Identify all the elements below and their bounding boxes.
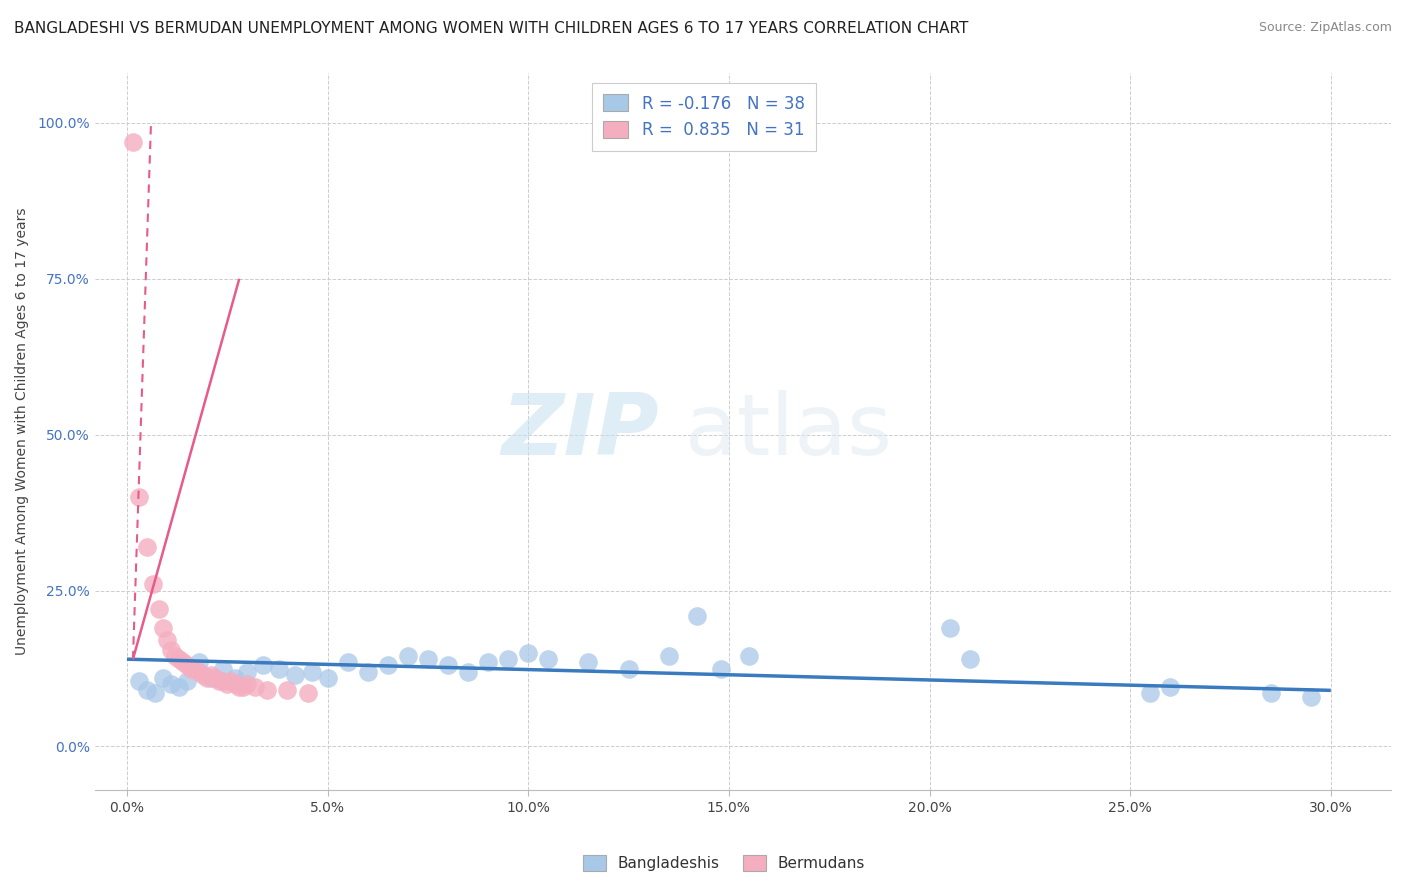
Point xyxy=(236,665,259,679)
Point xyxy=(276,683,298,698)
Point xyxy=(180,661,202,675)
Point xyxy=(232,680,254,694)
Point xyxy=(256,683,278,698)
Point xyxy=(658,648,681,663)
Point xyxy=(1159,680,1181,694)
Point xyxy=(228,680,250,694)
Text: BANGLADESHI VS BERMUDAN UNEMPLOYMENT AMONG WOMEN WITH CHILDREN AGES 6 TO 17 YEAR: BANGLADESHI VS BERMUDAN UNEMPLOYMENT AMO… xyxy=(14,21,969,36)
Point xyxy=(316,671,339,685)
Point xyxy=(200,671,222,685)
Point xyxy=(477,655,499,669)
Point xyxy=(128,490,150,504)
Point xyxy=(136,540,159,554)
Point xyxy=(437,658,460,673)
Point xyxy=(167,652,190,666)
Point xyxy=(416,652,439,666)
Point xyxy=(377,658,399,673)
Point xyxy=(160,643,183,657)
Point xyxy=(152,621,174,635)
Point xyxy=(224,671,246,685)
Point xyxy=(152,671,174,685)
Point xyxy=(142,577,165,591)
Point xyxy=(122,135,145,149)
Legend: Bangladeshis, Bermudans: Bangladeshis, Bermudans xyxy=(576,849,872,877)
Point xyxy=(193,667,215,681)
Point xyxy=(738,648,761,663)
Point xyxy=(200,667,222,681)
Text: ZIP: ZIP xyxy=(501,390,658,473)
Text: atlas: atlas xyxy=(685,390,893,473)
Point xyxy=(128,673,150,688)
Point xyxy=(156,633,179,648)
Point xyxy=(212,673,235,688)
Point xyxy=(1139,686,1161,700)
Point xyxy=(284,667,307,681)
Point xyxy=(336,655,359,669)
Point xyxy=(224,677,246,691)
Point xyxy=(396,648,419,663)
Point xyxy=(148,602,170,616)
Point xyxy=(188,665,211,679)
Point xyxy=(537,652,560,666)
Point xyxy=(172,655,194,669)
Point xyxy=(269,661,291,675)
Point xyxy=(212,661,235,675)
Point xyxy=(176,658,198,673)
Point xyxy=(143,686,166,700)
Point xyxy=(252,658,274,673)
Point xyxy=(457,665,479,679)
Point xyxy=(245,680,267,694)
Point xyxy=(160,677,183,691)
Point xyxy=(184,661,207,675)
Text: Source: ZipAtlas.com: Source: ZipAtlas.com xyxy=(1258,21,1392,34)
Point xyxy=(219,673,242,688)
Point xyxy=(959,652,981,666)
Point xyxy=(686,608,709,623)
Point xyxy=(301,665,323,679)
Point xyxy=(136,683,159,698)
Point xyxy=(1299,690,1322,704)
Point xyxy=(188,655,211,669)
Y-axis label: Unemployment Among Women with Children Ages 6 to 17 years: Unemployment Among Women with Children A… xyxy=(15,208,30,656)
Point xyxy=(195,671,218,685)
Point xyxy=(167,680,190,694)
Point xyxy=(578,655,600,669)
Point xyxy=(617,661,640,675)
Point xyxy=(357,665,380,679)
Point xyxy=(176,673,198,688)
Point xyxy=(204,671,226,685)
Point xyxy=(496,652,519,666)
Point xyxy=(517,646,540,660)
Point xyxy=(208,673,231,688)
Point xyxy=(710,661,733,675)
Point xyxy=(938,621,960,635)
Point xyxy=(297,686,319,700)
Point xyxy=(1260,686,1282,700)
Legend: R = -0.176   N = 38, R =  0.835   N = 31: R = -0.176 N = 38, R = 0.835 N = 31 xyxy=(592,83,817,151)
Point xyxy=(236,677,259,691)
Point xyxy=(165,648,187,663)
Point xyxy=(217,677,239,691)
